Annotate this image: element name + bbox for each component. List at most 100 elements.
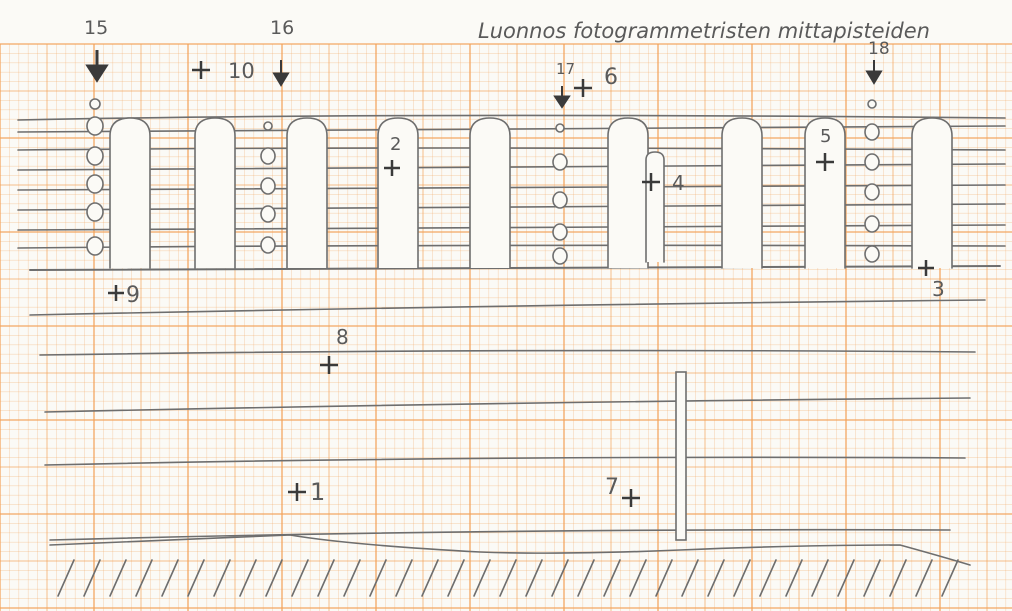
survey-pole [675,371,687,541]
circle-mark [555,123,565,133]
hatch-mark [499,559,517,597]
hatch-mark [109,559,127,597]
facade-line [17,147,1006,151]
circle-mark [864,215,880,233]
hatch-mark [889,559,907,597]
hatch-mark [811,559,829,597]
cross-icon [384,160,400,176]
facade-line [17,125,1006,133]
point-label: 4 [672,171,685,195]
hatch-mark [785,559,803,597]
point-label: 6 [604,65,618,90]
hatch-mark [265,559,283,597]
hatch-mark [473,559,491,597]
cross-icon [622,489,640,507]
circle-mark [552,223,568,241]
hatch-mark [629,559,647,597]
hatch-mark [317,559,335,597]
circle-mark [260,147,276,165]
window-circles [86,98,880,265]
pillar [911,117,953,269]
hatch-mark [161,559,179,597]
terrain-line [49,534,971,566]
circle-mark [867,99,877,109]
facade-line [17,184,1006,191]
circle-mark [864,245,880,263]
cross-icon [918,260,934,276]
sheet-heading: Luonnos fotogrammetristen mittapisteiden [478,19,930,43]
hatch-mark [577,559,595,597]
hatch-mark [213,559,231,597]
hatch-mark [837,559,855,597]
circle-mark [86,116,104,136]
hatch-mark [551,559,569,597]
hatch-mark [187,559,205,597]
cross-icon [288,483,306,501]
pillar [804,117,846,269]
point-label: 7 [605,475,619,500]
cross-icon [320,356,338,374]
circle-mark [864,123,880,141]
hatch-mark [239,559,257,597]
pillar [469,117,511,269]
hatch-mark [941,559,959,597]
hatch-mark [369,559,387,597]
circle-mark [864,153,880,171]
hatch-mark [759,559,777,597]
hatch-mark [655,559,673,597]
cross-icon [108,285,124,301]
circle-mark [86,236,104,256]
point-label: 8 [336,325,349,349]
point-label: 1 [310,478,325,506]
hatch-mark [915,559,933,597]
hatch-mark [421,559,439,597]
ground-line [49,528,951,541]
ground-line [29,299,986,316]
point-label: 5 [820,126,831,147]
hatch-mark [525,559,543,597]
arrow-down-icon [553,95,571,109]
column-label: 18 [868,39,890,59]
cross-icon [574,79,592,97]
circle-mark [263,121,273,131]
pillar [286,117,328,269]
point-label: 3 [932,277,945,301]
point-label: 10 [228,59,255,83]
hatch-mark [863,559,881,597]
pillar [377,117,419,269]
hatch-mark [707,559,725,597]
cross-icon [816,153,834,171]
circle-mark [552,191,568,209]
column-label: 15 [84,17,108,39]
ground-line [44,397,971,413]
hatch-mark [343,559,361,597]
circle-mark [86,146,104,166]
facade-line [17,224,1006,231]
pillar [194,117,236,269]
pillars [109,117,953,269]
facade-line [17,163,1006,171]
hatch-mark [291,559,309,597]
column-label: 16 [270,17,294,39]
cross-icon [642,173,660,191]
cross-icon [192,61,210,79]
facade-line [17,203,1006,211]
pencil-sketch [17,98,1006,597]
terrain-hatching [57,559,959,597]
circle-mark [86,202,104,222]
hatch-mark [447,559,465,597]
column-label: 17 [556,60,575,78]
ground-line [39,349,976,356]
hatch-mark [733,559,751,597]
arrow-down-icon [865,70,883,85]
hatch-mark [681,559,699,597]
ground-line [44,456,966,466]
circle-mark [260,205,276,223]
hatch-mark [57,559,75,597]
point-label: 2 [390,134,401,155]
arrow-down-icon [272,72,290,87]
facade-line [17,244,1006,249]
pillar [607,117,649,269]
